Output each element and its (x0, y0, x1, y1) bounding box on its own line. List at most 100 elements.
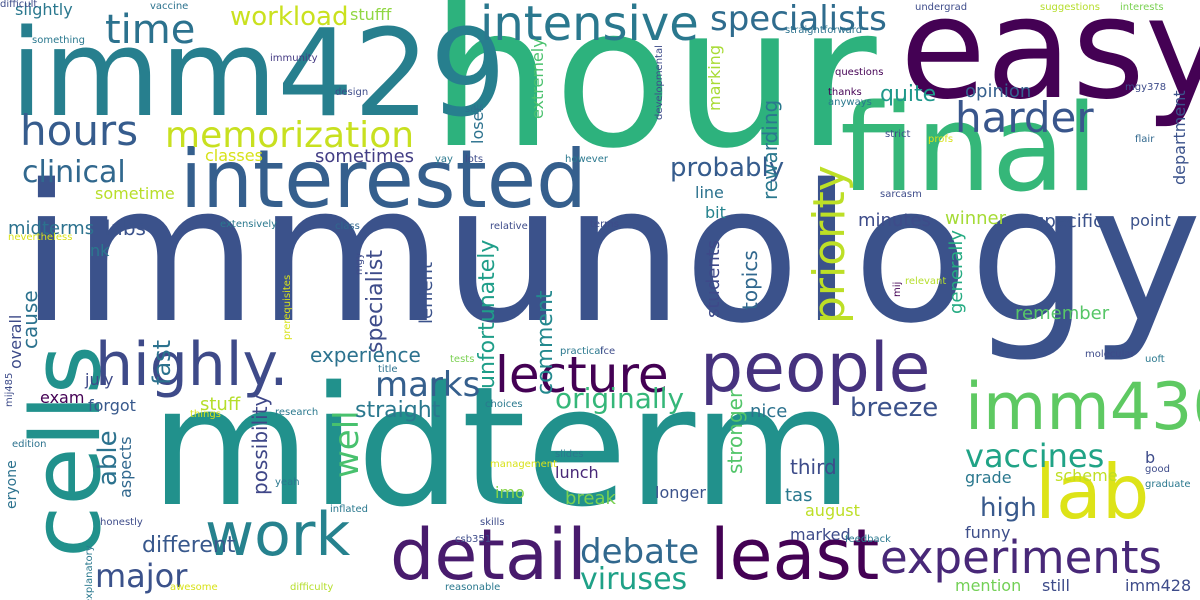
word-experience: experience (310, 343, 421, 367)
word-line: line (695, 183, 724, 202)
word-class: class (335, 221, 360, 232)
word-stuff: stuff (200, 394, 241, 415)
word-mgy378: mgy378 (1125, 82, 1167, 93)
word-aspects: aspects (116, 436, 135, 498)
word-august: august (805, 501, 860, 520)
word-marked: marked (790, 525, 851, 544)
word-difficulty: difficulty (290, 582, 334, 593)
word-sometimes: sometimes (315, 146, 415, 167)
word-overall: overall (6, 314, 25, 369)
word-straight: straight (355, 398, 441, 423)
word-viruses: viruses (580, 562, 688, 597)
word-grade: grade (965, 468, 1012, 487)
word-prerequisites: prerequisites (282, 274, 293, 340)
word-mij: mij (892, 281, 903, 297)
word-straightforward: straightforward (785, 25, 863, 36)
word-tas: tas (785, 485, 813, 506)
word-interests: interests (1120, 2, 1164, 13)
word-break: break (565, 488, 616, 509)
word-eryone: eryone (4, 460, 20, 509)
word-b: b (1145, 448, 1156, 467)
word-unfortunately: unfortunately (475, 239, 500, 389)
word-point: point (1130, 211, 1171, 230)
word-profs: profs (928, 134, 954, 145)
word-yay: yay (435, 154, 453, 165)
word-easy: easy (900, 0, 1200, 131)
word-immunology: immunology (20, 144, 1200, 365)
word-mention: mention (955, 576, 1022, 595)
word-forgot: forgot (88, 396, 136, 415)
word-detail: detail (390, 514, 587, 596)
word-skills: skills (480, 517, 505, 528)
word-feedback: feedback (845, 534, 891, 545)
word-longer: longer (655, 483, 706, 502)
word-molecular: molecular (1085, 349, 1135, 360)
word-choices: choices (485, 399, 523, 410)
word-suggestions: suggestions (1040, 2, 1100, 13)
word-originally: originally (555, 382, 685, 415)
word-nice: nice (750, 401, 788, 422)
word-quite: quite (880, 82, 937, 107)
word-strict: strict (885, 129, 911, 140)
word-classes: classes (205, 146, 263, 165)
word-lunch: lunch (555, 463, 599, 482)
word-difficult: difficult (0, 0, 38, 10)
word-scheme: scheme (1055, 466, 1118, 485)
word-experiments: experiments (880, 531, 1162, 584)
word-hour: hour (430, 0, 877, 191)
word-midterms: midterms (8, 218, 95, 239)
word-relevant: relevant (905, 276, 947, 287)
word-specialist: specialist (363, 250, 388, 353)
word-lecture: lecture (495, 346, 669, 404)
word-thanks: thanks (828, 87, 862, 98)
word-people: people (700, 329, 931, 408)
word-still: still (1042, 576, 1070, 595)
word-july: july (85, 370, 114, 389)
word-vaccine: vaccine (150, 1, 189, 12)
word-anyways: anyways (828, 97, 872, 108)
word-uoft: uoft (1145, 354, 1165, 365)
word-terms: terms (590, 219, 619, 230)
word-work: work (205, 500, 351, 570)
word-slightly: slightly (15, 0, 73, 19)
word-remember: remember (1015, 303, 1110, 324)
word-undergrad: undergrad (915, 2, 968, 13)
word-funny: funny (965, 523, 1011, 542)
word-nevertheless: nevertheless (8, 232, 73, 243)
word-third: third (790, 455, 837, 479)
word-winner: winner (945, 208, 1007, 229)
word-inflated: inflated (330, 504, 368, 515)
word-csb351: csb351 (455, 534, 492, 545)
word-specialists: specialists (710, 0, 887, 39)
word-breeze: breeze (850, 393, 939, 423)
word-probably: probably (670, 153, 785, 183)
word-edition: edition (12, 439, 47, 450)
word-relative: relative (490, 221, 528, 232)
word-intensive: intensive (480, 0, 699, 52)
word-clinical: clinical (22, 155, 126, 190)
word-debate: debate (580, 532, 700, 572)
word-hours: hours (20, 106, 139, 155)
word-sometime: sometime (95, 184, 175, 203)
word-imm430: imm430 (965, 370, 1200, 445)
word-explanatory: explanatory (84, 545, 95, 600)
word-fce: fce (600, 346, 616, 357)
word-mij485: mij485 (4, 372, 15, 407)
word-yeah: yeah (275, 477, 300, 488)
word-self: self (465, 104, 483, 115)
word-exam: exam (40, 388, 85, 407)
word-flair: flair (1135, 134, 1155, 145)
word-generally: generally (946, 229, 967, 314)
word-vaccines: vaccines (965, 437, 1105, 475)
word-harder: harder (955, 93, 1094, 142)
word-practical: practical (560, 346, 604, 357)
word-midterm: midterm (150, 351, 854, 543)
word-specific: specific (1035, 211, 1104, 232)
word-major: major (95, 557, 188, 595)
word-bit: bit (705, 203, 726, 222)
word-time: time (105, 7, 196, 53)
word-highly: highly. (95, 330, 289, 400)
word-lenient: lenient (416, 261, 437, 324)
word-different: different (142, 533, 236, 558)
